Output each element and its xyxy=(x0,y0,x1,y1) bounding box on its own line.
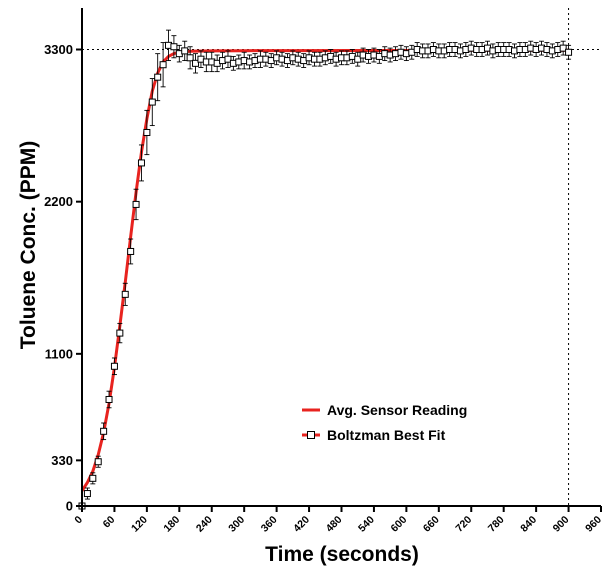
plot-area xyxy=(78,8,601,510)
legend: Avg. Sensor Reading Boltzman Best Fit xyxy=(302,402,467,443)
y-axis-title: Toluene Conc. (PPM) xyxy=(17,141,40,349)
legend-swatch-boltzman-best-fit-marker xyxy=(307,431,315,439)
data-point xyxy=(105,395,113,403)
data-point xyxy=(565,48,573,56)
data-point xyxy=(110,362,118,370)
x-tick-label: 300 xyxy=(226,514,247,535)
data-point xyxy=(121,290,129,298)
x-axis-title: Time (seconds) xyxy=(265,543,419,566)
data-point xyxy=(559,44,567,52)
x-tick-label: 360 xyxy=(259,514,280,535)
x-tick-label: 780 xyxy=(486,514,507,535)
x-tick-label: 660 xyxy=(421,514,442,535)
x-tick-label: 840 xyxy=(518,514,539,535)
x-tick-label: 540 xyxy=(356,514,377,535)
x-tick-label: 480 xyxy=(324,514,345,535)
data-point xyxy=(116,329,124,337)
y-tick-label: 1100 xyxy=(45,346,73,361)
data-point xyxy=(143,129,151,136)
y-tick-label: 3300 xyxy=(44,42,73,57)
legend-label-avg-sensor-reading: Avg. Sensor Reading xyxy=(327,402,467,418)
data-point xyxy=(94,458,102,466)
series-line-avg-sensor-reading xyxy=(80,48,569,492)
data-point xyxy=(181,47,189,55)
data-point xyxy=(127,247,135,255)
y-tick-label: 330 xyxy=(51,453,73,468)
data-point xyxy=(132,200,140,208)
x-tick-label: 240 xyxy=(194,514,215,535)
x-tick-label: 720 xyxy=(453,514,474,535)
x-tick-label: 600 xyxy=(388,514,409,535)
x-tick-label: 960 xyxy=(583,514,604,535)
x-tick-label: 900 xyxy=(551,514,572,535)
data-point xyxy=(83,490,91,498)
data-point xyxy=(354,55,362,63)
y-tick-label: 2200 xyxy=(44,194,73,209)
x-tick-label: 120 xyxy=(129,514,150,535)
data-point xyxy=(192,59,200,67)
x-tick-label: 180 xyxy=(161,514,182,535)
legend-label-boltzman-best-fit: Boltzman Best Fit xyxy=(327,427,446,443)
x-tick-label: 0 xyxy=(72,514,85,527)
data-point xyxy=(154,73,162,81)
data-point xyxy=(186,54,194,62)
data-point xyxy=(224,55,232,63)
data-point xyxy=(159,61,167,69)
data-point xyxy=(100,427,108,435)
data-point xyxy=(137,159,145,167)
data-point xyxy=(170,43,178,51)
x-tick-label: 420 xyxy=(291,514,312,535)
x-tick-label: 60 xyxy=(101,514,118,531)
axes: 0 330 1100 2200 3300 0 60 120 180 240 300 360 420 480… xyxy=(44,8,604,535)
data-point xyxy=(148,98,156,106)
y-tick-label: 0 xyxy=(66,499,73,514)
data-point xyxy=(89,474,97,482)
